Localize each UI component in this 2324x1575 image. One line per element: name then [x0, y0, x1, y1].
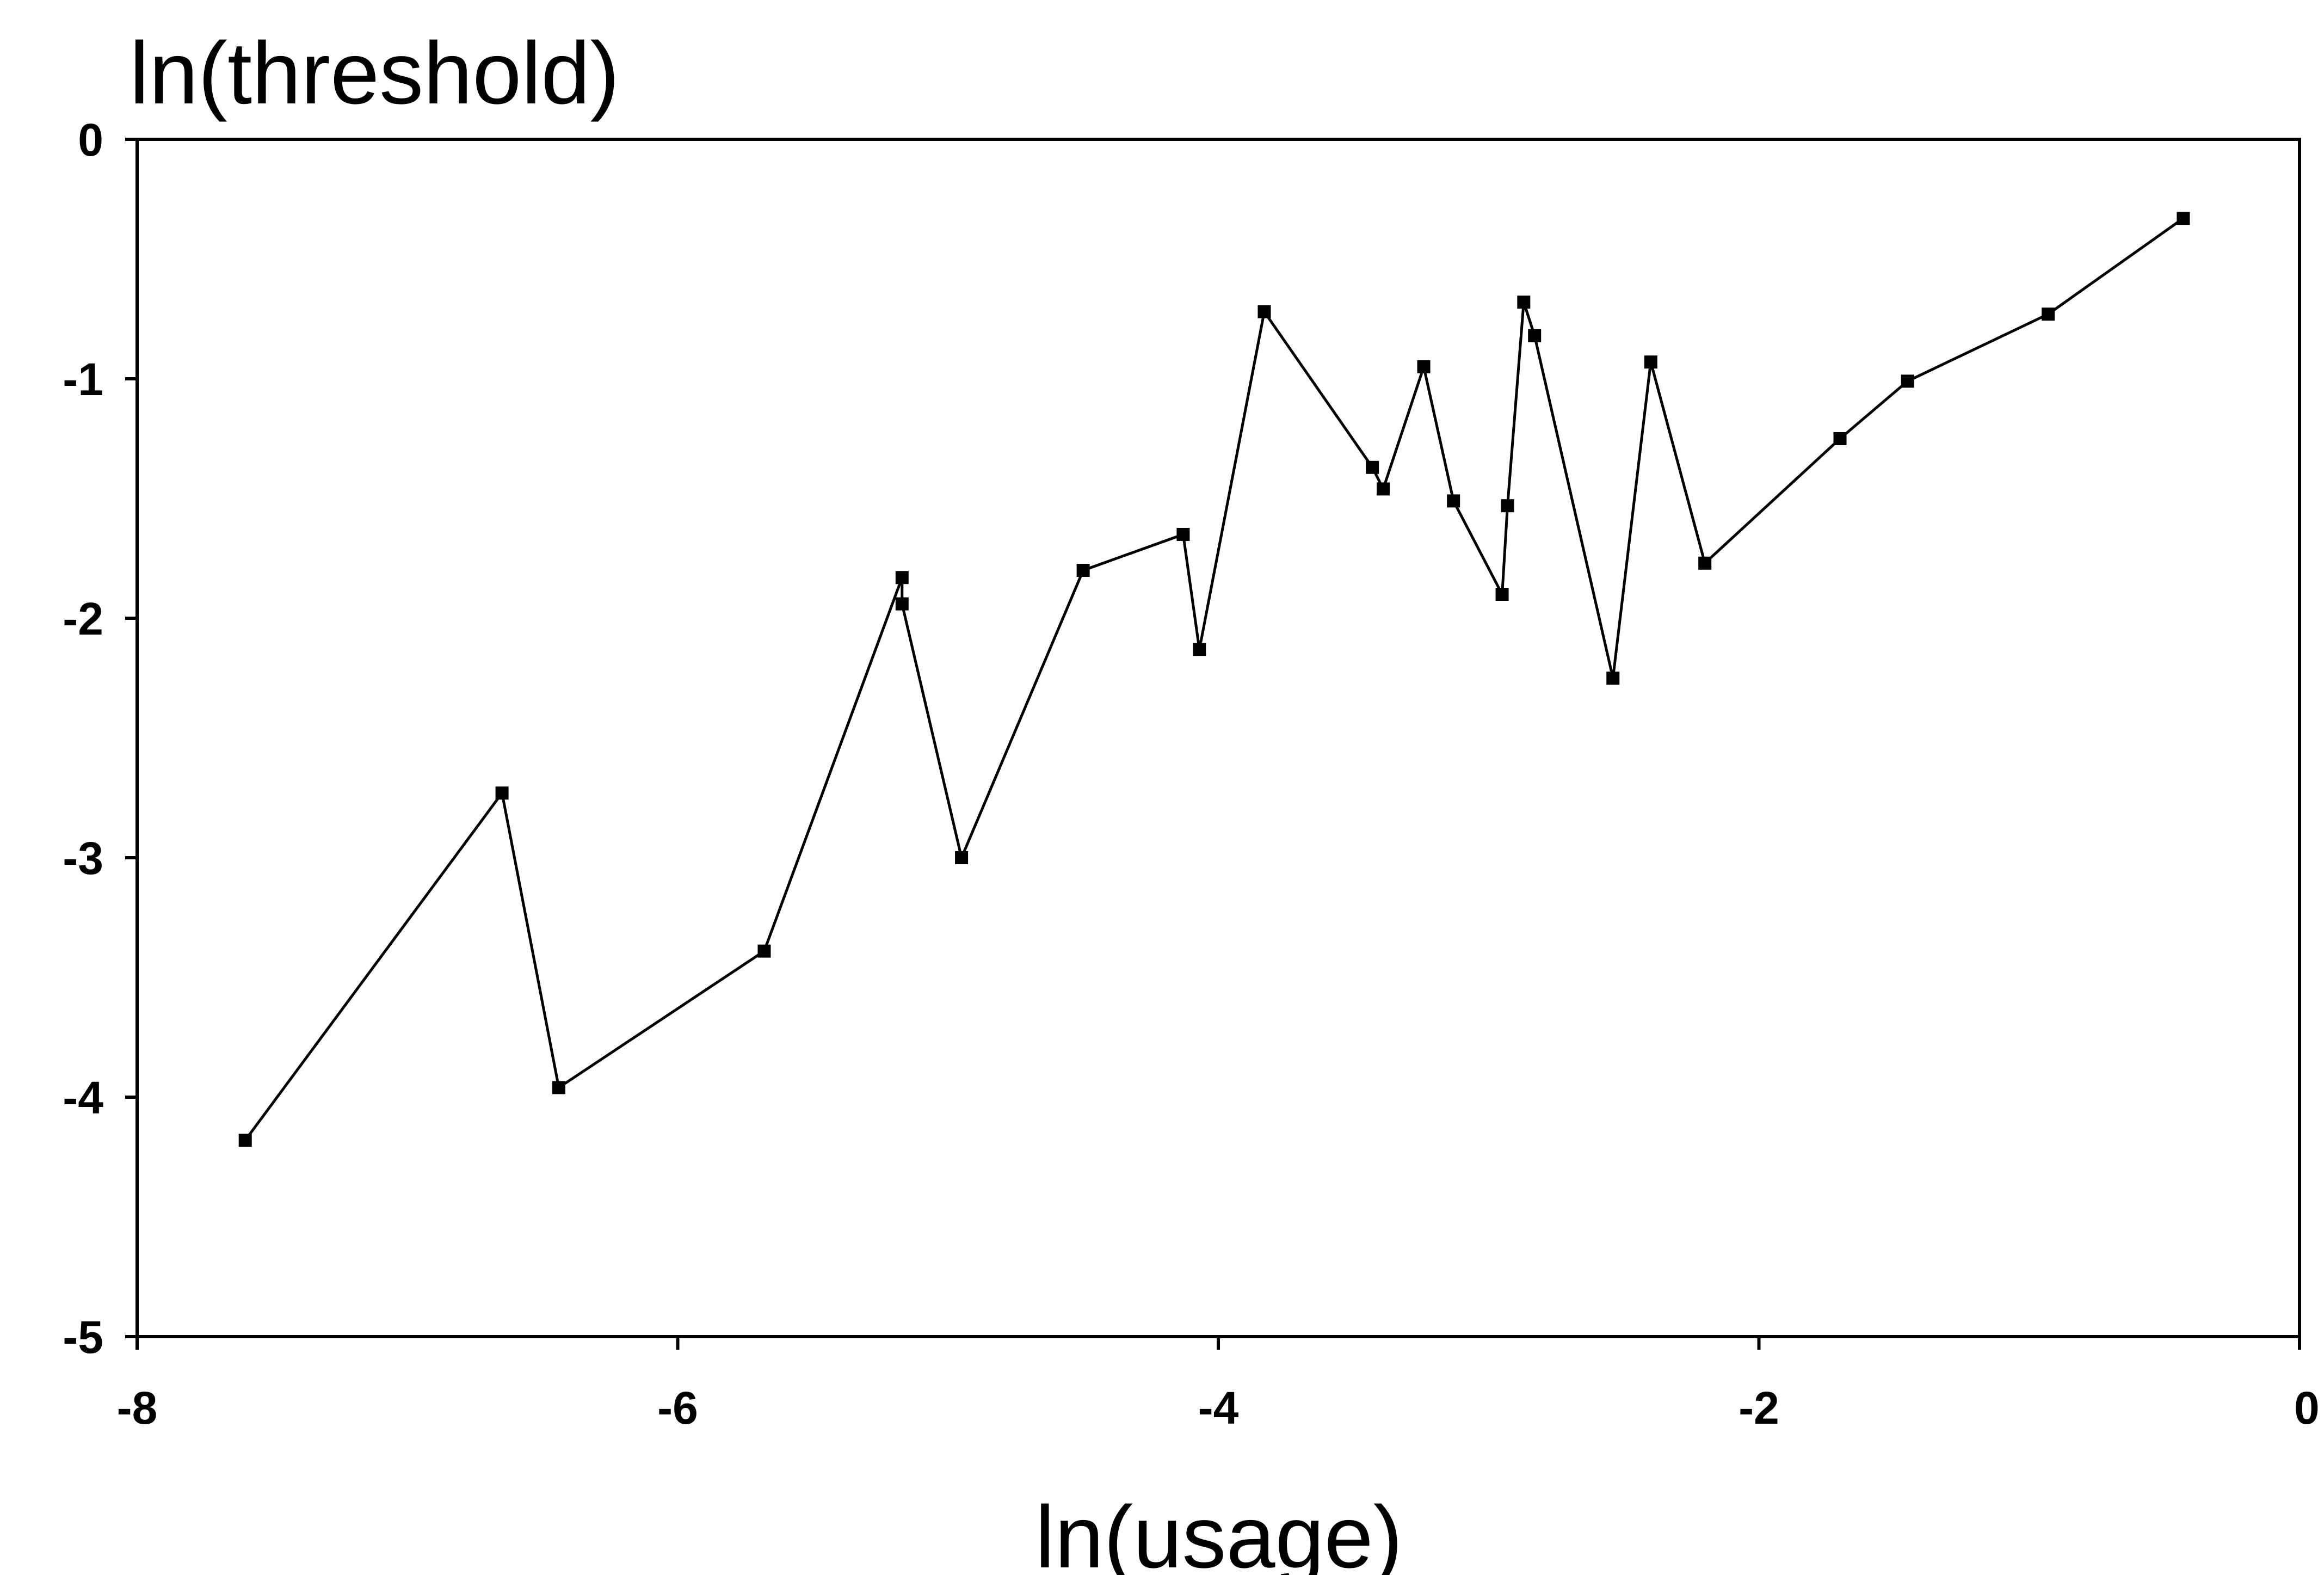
y-axis-ticks: 0 -1 -2 -3 -4 -5: [63, 114, 137, 1363]
data-point: [895, 571, 909, 585]
x-axis-title: ln(usage): [1035, 1488, 1402, 1575]
y-tick-label: 0: [78, 114, 103, 165]
data-point: [1606, 672, 1620, 685]
y-tick-label: -5: [63, 1312, 103, 1363]
data-point: [1517, 296, 1531, 309]
x-tick-label: -8: [117, 1382, 158, 1434]
series-line: [244, 217, 2184, 1141]
data-point: [1644, 355, 1657, 369]
data-point: [2042, 307, 2055, 321]
data-point: [1193, 643, 1206, 656]
y-tick-label: -4: [63, 1072, 103, 1123]
data-point: [1501, 499, 1514, 513]
x-axis-ticks: -8 -6 -4 -2 0: [117, 1337, 2320, 1434]
data-point: [1366, 460, 1379, 474]
x-tick-label: -2: [1739, 1382, 1779, 1434]
data-point: [1447, 494, 1460, 508]
x-tick-label: -6: [657, 1382, 698, 1434]
data-point: [1257, 305, 1271, 318]
data-point: [1698, 556, 1712, 570]
data-point: [552, 1081, 565, 1094]
data-point: [495, 786, 509, 800]
data-point: [1076, 564, 1090, 577]
data-point: [2177, 212, 2190, 225]
plot-frame: [135, 138, 2301, 1338]
data-point: [955, 851, 969, 864]
y-tick-label: -3: [63, 833, 103, 884]
data-point: [757, 944, 771, 958]
plot-area: 0 -1 -2 -3 -4 -5 -8 -6 -4 -2 0: [63, 114, 2319, 1434]
data-point: [1176, 528, 1190, 541]
data-points: [238, 212, 2190, 1147]
data-point: [1377, 482, 1390, 496]
y-tick-label: -2: [63, 593, 103, 644]
data-point: [1833, 432, 1847, 445]
data-point: [1901, 374, 1914, 388]
data-point: [895, 597, 909, 611]
y-tick-label: -1: [63, 354, 103, 405]
data-point: [238, 1134, 252, 1147]
data-point: [1495, 588, 1509, 601]
x-tick-label: 0: [2294, 1382, 2320, 1434]
y-axis-title: ln(threshold): [130, 24, 619, 122]
data-point: [1528, 329, 1542, 342]
data-point: [1417, 360, 1431, 373]
x-tick-label: -4: [1198, 1382, 1239, 1434]
